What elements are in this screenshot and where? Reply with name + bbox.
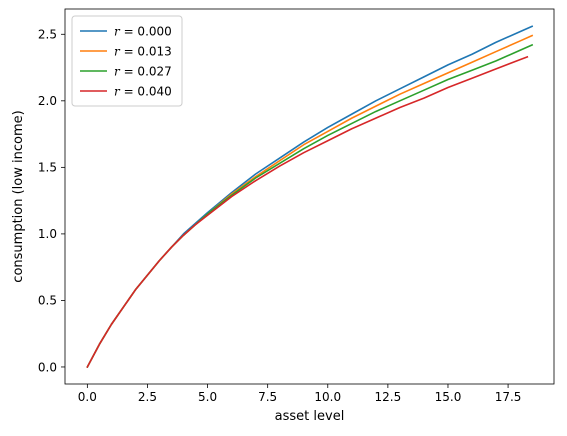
x-tick-label-6: 15.0: [435, 390, 462, 404]
legend-label-2: r = 0.027: [114, 65, 172, 79]
y-tick-label-5: 2.5: [38, 28, 57, 42]
legend-label-variable: r: [114, 85, 121, 99]
legend-box: [71, 15, 183, 107]
y-axis-label: consumption (low income): [11, 110, 26, 282]
x-tick-label-3: 7.5: [258, 390, 277, 404]
y-tick-label-0: 0.0: [38, 360, 57, 374]
x-tick-label-7: 17.5: [495, 390, 522, 404]
x-tick-label-4: 10.0: [314, 390, 341, 404]
x-tick-label-0: 0.0: [78, 390, 97, 404]
legend-label-value: = 0.013: [120, 45, 172, 59]
legend-label-1: r = 0.013: [114, 45, 172, 59]
y-tick-label-1: 0.5: [38, 294, 57, 308]
legend-label-value: = 0.027: [120, 65, 172, 79]
series-layer: [86, 25, 534, 369]
legend-label-3: r = 0.040: [114, 85, 172, 99]
legend-label-variable: r: [114, 65, 121, 79]
series-line-3: [86, 55, 529, 369]
y-axis-ticks: 0.0 0.5 1.0 1.5 2.0 2.5: [38, 28, 65, 374]
legend-label-value: = 0.040: [120, 85, 172, 99]
x-tick-label-1: 2.5: [138, 390, 157, 404]
legend-label-variable: r: [114, 45, 121, 59]
legend-label-value: = 0.000: [120, 25, 172, 39]
legend-label-variable: r: [114, 25, 121, 39]
legend-label-0: r = 0.000: [114, 25, 172, 39]
x-tick-label-5: 12.5: [375, 390, 402, 404]
x-axis-ticks: 0.0 2.5 5.0 7.5 10.0 12.5 15.0 17.5: [78, 384, 522, 404]
x-tick-label-2: 5.0: [198, 390, 217, 404]
y-tick-label-3: 1.5: [38, 161, 57, 175]
y-tick-label-4: 2.0: [38, 94, 57, 108]
x-axis-label: asset level: [275, 409, 345, 424]
plot-frame: [64, 8, 555, 385]
y-tick-label-2: 1.0: [38, 227, 57, 241]
